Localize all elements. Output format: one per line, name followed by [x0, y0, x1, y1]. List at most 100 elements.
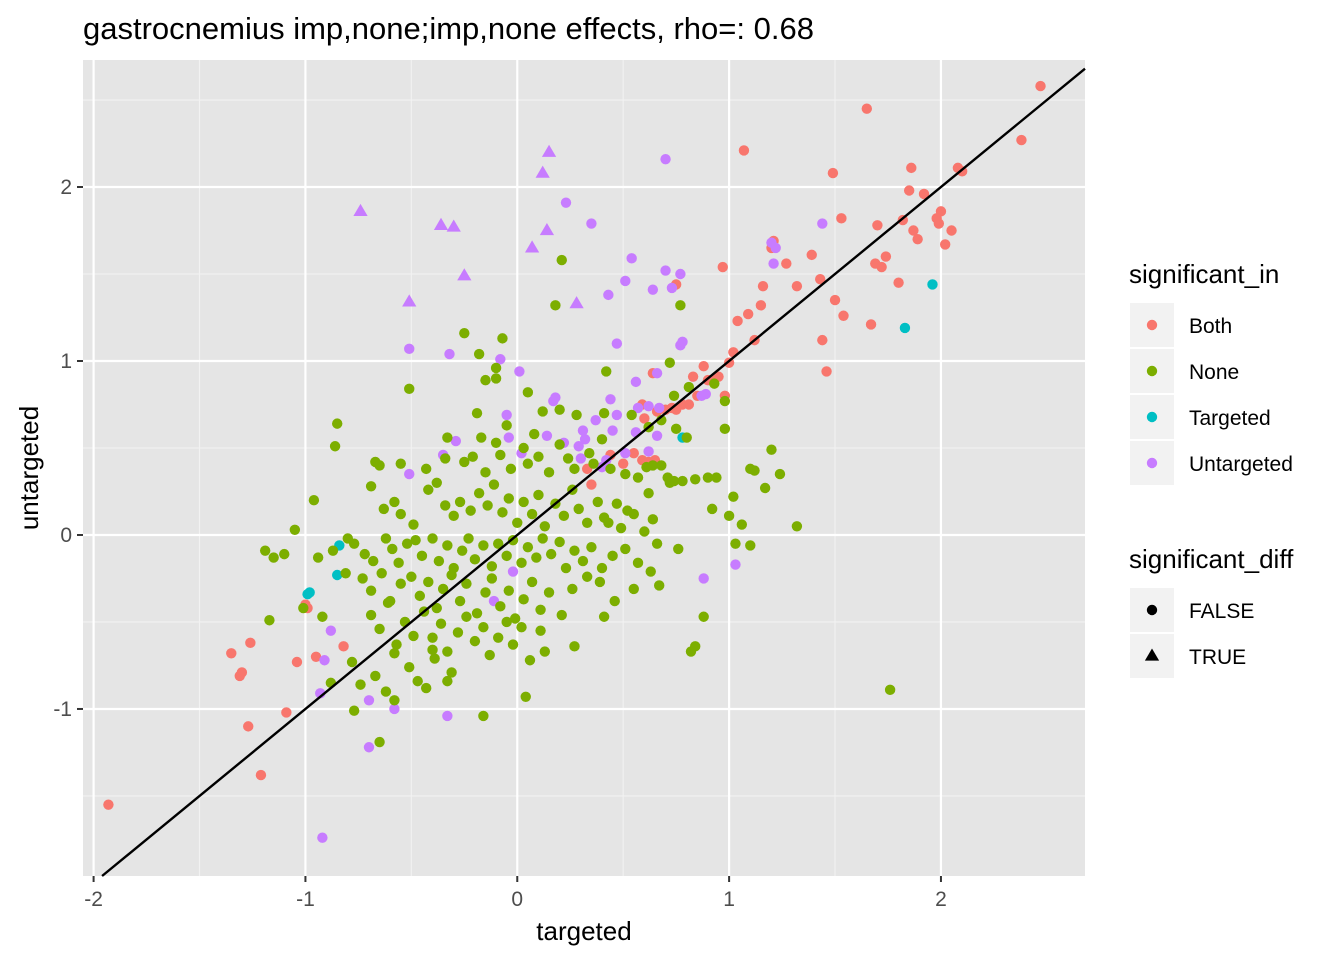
data-point-triangle	[402, 294, 417, 307]
data-point-triangle	[446, 219, 461, 232]
data-point	[939, 239, 951, 250]
data-point	[611, 338, 623, 349]
legend-swatch	[1146, 457, 1158, 469]
data-point	[791, 521, 803, 532]
data-point	[660, 265, 671, 276]
data-point	[416, 550, 428, 562]
data-point	[598, 512, 610, 523]
data-point	[473, 488, 485, 499]
data-point	[677, 336, 688, 348]
legend-circle-icon	[1146, 604, 1158, 616]
data-point	[598, 611, 610, 622]
data-point	[446, 569, 457, 581]
data-point	[329, 441, 341, 452]
chart-title: gastrocnemius imp,none;imp,none effects,…	[83, 11, 814, 46]
data-point	[469, 554, 481, 565]
data-point	[431, 602, 442, 614]
data-point	[389, 496, 400, 508]
data-point	[391, 639, 402, 650]
data-point	[872, 220, 883, 231]
y-tick-label: 1	[60, 350, 72, 373]
data-point	[410, 535, 421, 546]
data-point	[490, 437, 502, 448]
data-point	[486, 561, 498, 572]
data-point	[556, 254, 567, 266]
data-point	[365, 609, 377, 621]
data-point	[516, 557, 527, 569]
data-point	[387, 543, 398, 555]
data-point	[698, 361, 709, 372]
data-point	[630, 376, 642, 388]
legend-significant-in: significant_in Both None Targeted Untargete…	[1129, 259, 1293, 485]
data-point	[478, 621, 489, 633]
data-point	[365, 481, 377, 492]
data-point	[503, 432, 514, 443]
data-point	[554, 439, 565, 450]
data-point	[690, 474, 701, 485]
data-point	[442, 710, 453, 722]
data-point	[317, 611, 328, 622]
legend-label: Both	[1189, 315, 1232, 338]
data-point	[488, 479, 500, 490]
major-gridlines	[83, 60, 1085, 876]
data-point	[651, 538, 663, 549]
data-point	[639, 413, 650, 424]
data-point	[759, 482, 771, 494]
data-point	[838, 310, 849, 321]
data-point	[719, 423, 731, 435]
data-point	[518, 594, 529, 605]
data-point	[668, 390, 680, 401]
data-point	[310, 651, 322, 662]
data-point	[558, 510, 570, 522]
data-point	[465, 505, 476, 516]
data-point	[620, 543, 631, 555]
data-point	[730, 559, 741, 570]
x-tick-label: -1	[296, 888, 315, 911]
data-point	[404, 343, 415, 355]
data-point	[903, 185, 915, 196]
data-point	[412, 675, 423, 687]
data-point	[717, 261, 728, 273]
x-tick-label: -2	[84, 888, 103, 911]
data-point	[571, 409, 582, 421]
data-point	[526, 576, 538, 588]
data-point	[645, 566, 656, 577]
data-point	[537, 406, 548, 417]
data-point	[406, 571, 417, 582]
data-point	[611, 498, 623, 509]
data-point	[827, 167, 839, 179]
data-point	[370, 456, 381, 468]
data-point	[414, 590, 426, 602]
data-point	[931, 213, 942, 224]
data-point	[732, 315, 743, 327]
data-point	[427, 533, 438, 544]
data-point	[706, 503, 718, 515]
legend-title: significant_in	[1129, 259, 1279, 289]
data-point	[745, 540, 756, 551]
data-point	[594, 576, 606, 588]
data-point	[537, 533, 548, 544]
data-point	[673, 543, 684, 555]
data-point	[522, 541, 534, 553]
data-point	[450, 435, 462, 447]
data-point	[664, 477, 675, 488]
data-point	[581, 571, 593, 582]
data-point	[639, 526, 650, 537]
data-point	[535, 604, 546, 615]
data-point	[607, 425, 618, 436]
data-point	[603, 289, 614, 301]
data-point	[622, 505, 633, 516]
data-point-triangle	[535, 165, 550, 178]
legend-swatch	[1146, 411, 1158, 423]
data-point	[569, 545, 580, 556]
data-point	[490, 373, 502, 384]
data-point	[670, 423, 682, 435]
data-point	[651, 367, 663, 379]
data-point	[556, 609, 567, 621]
data-point	[454, 496, 466, 508]
data-point	[452, 627, 464, 638]
data-point	[448, 510, 459, 522]
data-point	[535, 625, 546, 636]
legend-swatch	[1146, 365, 1158, 377]
